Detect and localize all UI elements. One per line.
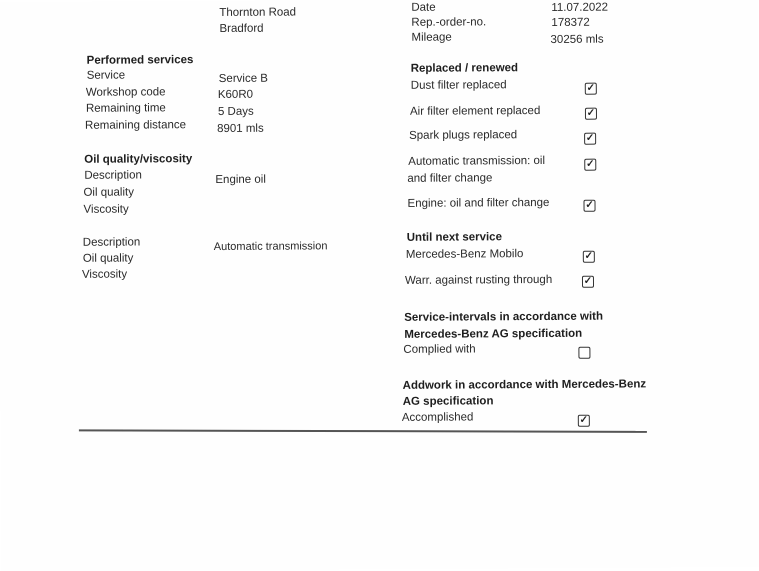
description-value: Automatic transmission xyxy=(213,240,328,254)
addwork-heading-line2: AG specification xyxy=(402,395,494,408)
viscosity-label: Viscosity xyxy=(81,268,128,281)
engine-oil-checkbox[interactable]: ✓ xyxy=(583,199,596,212)
description-value: Engine oil xyxy=(215,173,266,187)
dust-filter-checkbox[interactable]: ✓ xyxy=(584,82,597,95)
rust-warranty-checkbox[interactable]: ✓ xyxy=(581,275,595,288)
date-value: 11.07.2022 xyxy=(551,1,609,14)
viscosity-label: Viscosity xyxy=(83,203,129,216)
intervals-heading-line2: Mercedes-Benz AG specification xyxy=(404,327,583,341)
divider-line xyxy=(78,429,647,433)
rep-order-value: 178372 xyxy=(551,16,590,29)
engine-oil-label: Engine: oil and filter change xyxy=(407,196,550,210)
oil-quality-label: Oil quality xyxy=(83,186,134,199)
auto-transmission-label: Automatic transmission: oil xyxy=(408,154,546,168)
remaining-time-label: Remaining time xyxy=(85,102,166,115)
auto-transmission-checkbox[interactable]: ✓ xyxy=(584,158,597,171)
service-value: Service B xyxy=(218,72,268,85)
mileage-label: Mileage xyxy=(411,31,452,44)
remaining-distance-label: Remaining distance xyxy=(84,119,187,132)
next-service-heading: Until next service xyxy=(406,231,502,244)
air-filter-label: Air filter element replaced xyxy=(409,105,541,118)
accomplished-checkbox[interactable]: ✓ xyxy=(577,414,590,427)
addwork-heading: Addwork in accordance with Mercedes-Benz xyxy=(402,378,647,392)
workshop-code-label: Workshop code xyxy=(85,86,166,99)
accomplished-label: Accomplished xyxy=(401,411,474,424)
complied-with-label: Complied with xyxy=(403,343,476,356)
service-label: Service xyxy=(86,69,126,82)
description-label: Description xyxy=(82,236,141,249)
address-city: Bradford xyxy=(219,22,264,35)
rep-order-label: Rep.-order-no. xyxy=(411,16,487,29)
oil-quality-label: Oil quality xyxy=(82,252,134,265)
intervals-heading: Service-intervals in accordance with xyxy=(404,310,604,324)
auto-transmission-label-line2: and filter change xyxy=(407,172,493,185)
remaining-distance-value: 8901 mls xyxy=(217,122,264,135)
mobilo-label: Mercedes-Benz Mobilo xyxy=(405,248,524,261)
dust-filter-label: Dust filter replaced xyxy=(410,79,507,92)
performed-services-heading: Performed services xyxy=(86,54,194,67)
date-label: Date xyxy=(411,1,436,14)
complied-with-checkbox[interactable] xyxy=(578,346,591,359)
workshop-code-value: K60R0 xyxy=(217,88,254,101)
address-street: Thornton Road xyxy=(219,6,297,19)
spark-plugs-label: Spark plugs replaced xyxy=(409,129,518,142)
mobilo-checkbox[interactable]: ✓ xyxy=(582,250,595,263)
air-filter-checkbox[interactable]: ✓ xyxy=(584,107,597,120)
oil-heading: Oil quality/viscosity xyxy=(84,153,193,166)
replaced-heading: Replaced / renewed xyxy=(410,62,519,75)
mileage-value: 30256 mls xyxy=(550,33,604,46)
spark-plugs-checkbox[interactable]: ✓ xyxy=(584,132,597,145)
remaining-time-value: 5 Days xyxy=(217,105,254,118)
rust-warranty-label: Warr. against rusting through xyxy=(404,273,553,287)
description-label: Description xyxy=(84,169,142,182)
